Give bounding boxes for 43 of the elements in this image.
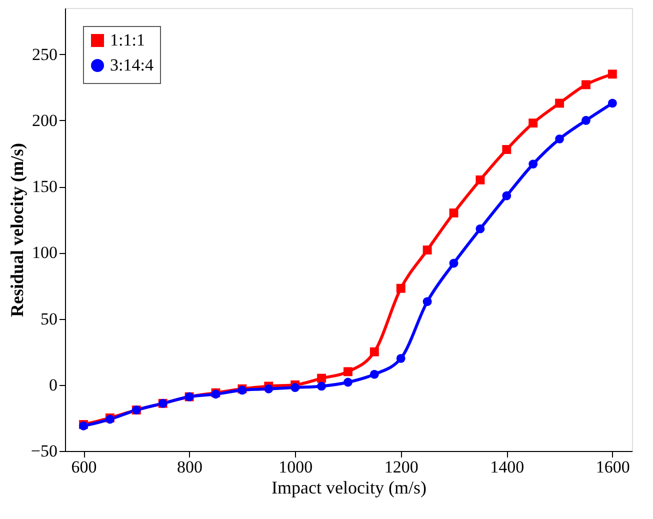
point — [344, 367, 352, 376]
point — [370, 370, 379, 379]
point — [555, 134, 564, 144]
y-tick-label: 100 — [32, 243, 58, 262]
point — [582, 116, 590, 125]
y-tick-label: 50 — [40, 309, 58, 328]
x-tick-label: 1400 — [490, 458, 524, 476]
x-tick-label: 800 — [177, 458, 203, 476]
x-tick-label: 600 — [71, 458, 97, 476]
point — [502, 145, 512, 154]
point — [555, 98, 564, 108]
point — [317, 374, 326, 383]
x-tick-label: 1200 — [384, 458, 418, 476]
point — [449, 208, 458, 218]
point — [608, 98, 617, 108]
point — [449, 258, 458, 268]
point — [528, 160, 538, 169]
point — [422, 297, 432, 306]
y-tick-label: 150 — [32, 177, 58, 196]
point — [396, 284, 406, 293]
point — [264, 384, 274, 394]
y-tick-label: 250 — [32, 44, 58, 64]
point — [422, 246, 432, 254]
y-axis-title: Residual velocity (m/s) — [6, 143, 27, 317]
point — [344, 378, 352, 387]
point — [528, 118, 538, 128]
point — [582, 80, 590, 90]
point — [502, 191, 512, 200]
point — [476, 175, 485, 184]
legend-label: 1:1:1 — [110, 30, 145, 50]
y-tick-label: 200 — [32, 110, 58, 130]
x-axis-title: Impact velocity (m/s) — [272, 478, 426, 498]
point — [608, 70, 617, 79]
point — [476, 224, 485, 234]
point — [317, 382, 326, 391]
legend-label: 3:14:4 — [110, 56, 154, 74]
x-tick-label: 1000 — [278, 458, 313, 476]
point — [290, 383, 300, 392]
x-tick-label: 1600 — [596, 458, 630, 476]
y-tick-label: 0 — [49, 375, 58, 394]
point — [396, 354, 406, 363]
point — [370, 347, 379, 356]
y-tick-label: −50 — [30, 442, 58, 460]
